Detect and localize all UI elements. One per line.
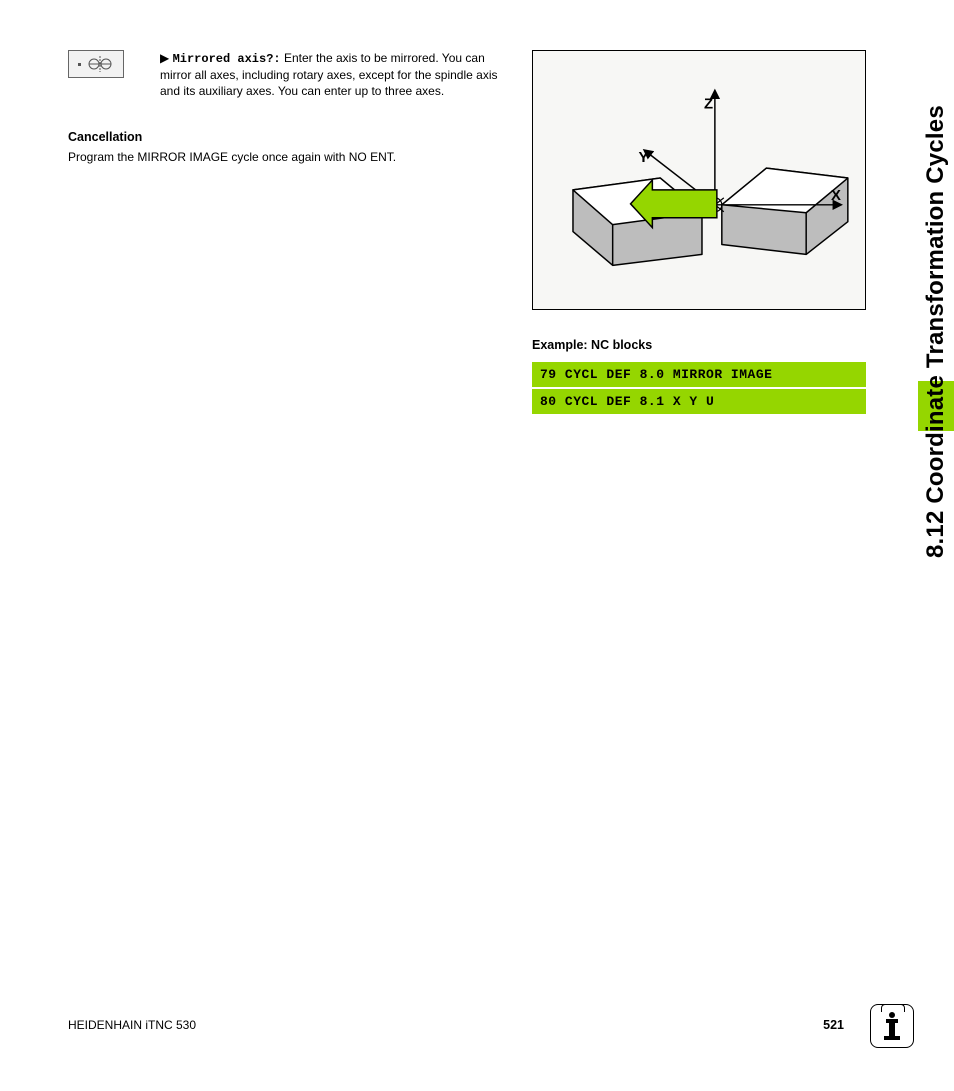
side-tab: 8.12 Coordinate Transformation Cycles — [918, 42, 954, 562]
footer-product: HEIDENHAIN iTNC 530 — [68, 1018, 196, 1032]
cancellation-text: Program the MIRROR IMAGE cycle once agai… — [68, 150, 508, 164]
cancellation-heading: Cancellation — [68, 130, 142, 144]
param-label: Mirrored axis?: — [173, 52, 281, 66]
triangle-bullet-icon: ▶ — [160, 51, 169, 65]
axis-label-z: Z — [704, 97, 713, 113]
nc-code-block: 79 CYCL DEF 8.0 MIRROR IMAGE 80 CYCL DEF… — [532, 362, 866, 414]
parameter-description: ▶ Mirrored axis?: Enter the axis to be m… — [160, 50, 506, 100]
info-icon — [870, 1004, 914, 1048]
axis-label-x: X — [831, 188, 841, 204]
page-footer: HEIDENHAIN iTNC 530 521 — [68, 1010, 914, 1060]
axis-label-y: Y — [638, 150, 648, 166]
nc-code-line: 79 CYCL DEF 8.0 MIRROR IMAGE — [532, 362, 866, 389]
mirror-cycle-icon — [68, 50, 124, 78]
page-number: 521 — [823, 1018, 844, 1032]
side-tab-text: 8.12 Coordinate Transformation Cycles — [920, 42, 952, 562]
shape-right — [722, 168, 848, 254]
mirror-diagram: Z X Y — [532, 50, 866, 310]
nc-code-line: 80 CYCL DEF 8.1 X Y U — [532, 389, 866, 414]
example-heading: Example: NC blocks — [532, 338, 652, 352]
